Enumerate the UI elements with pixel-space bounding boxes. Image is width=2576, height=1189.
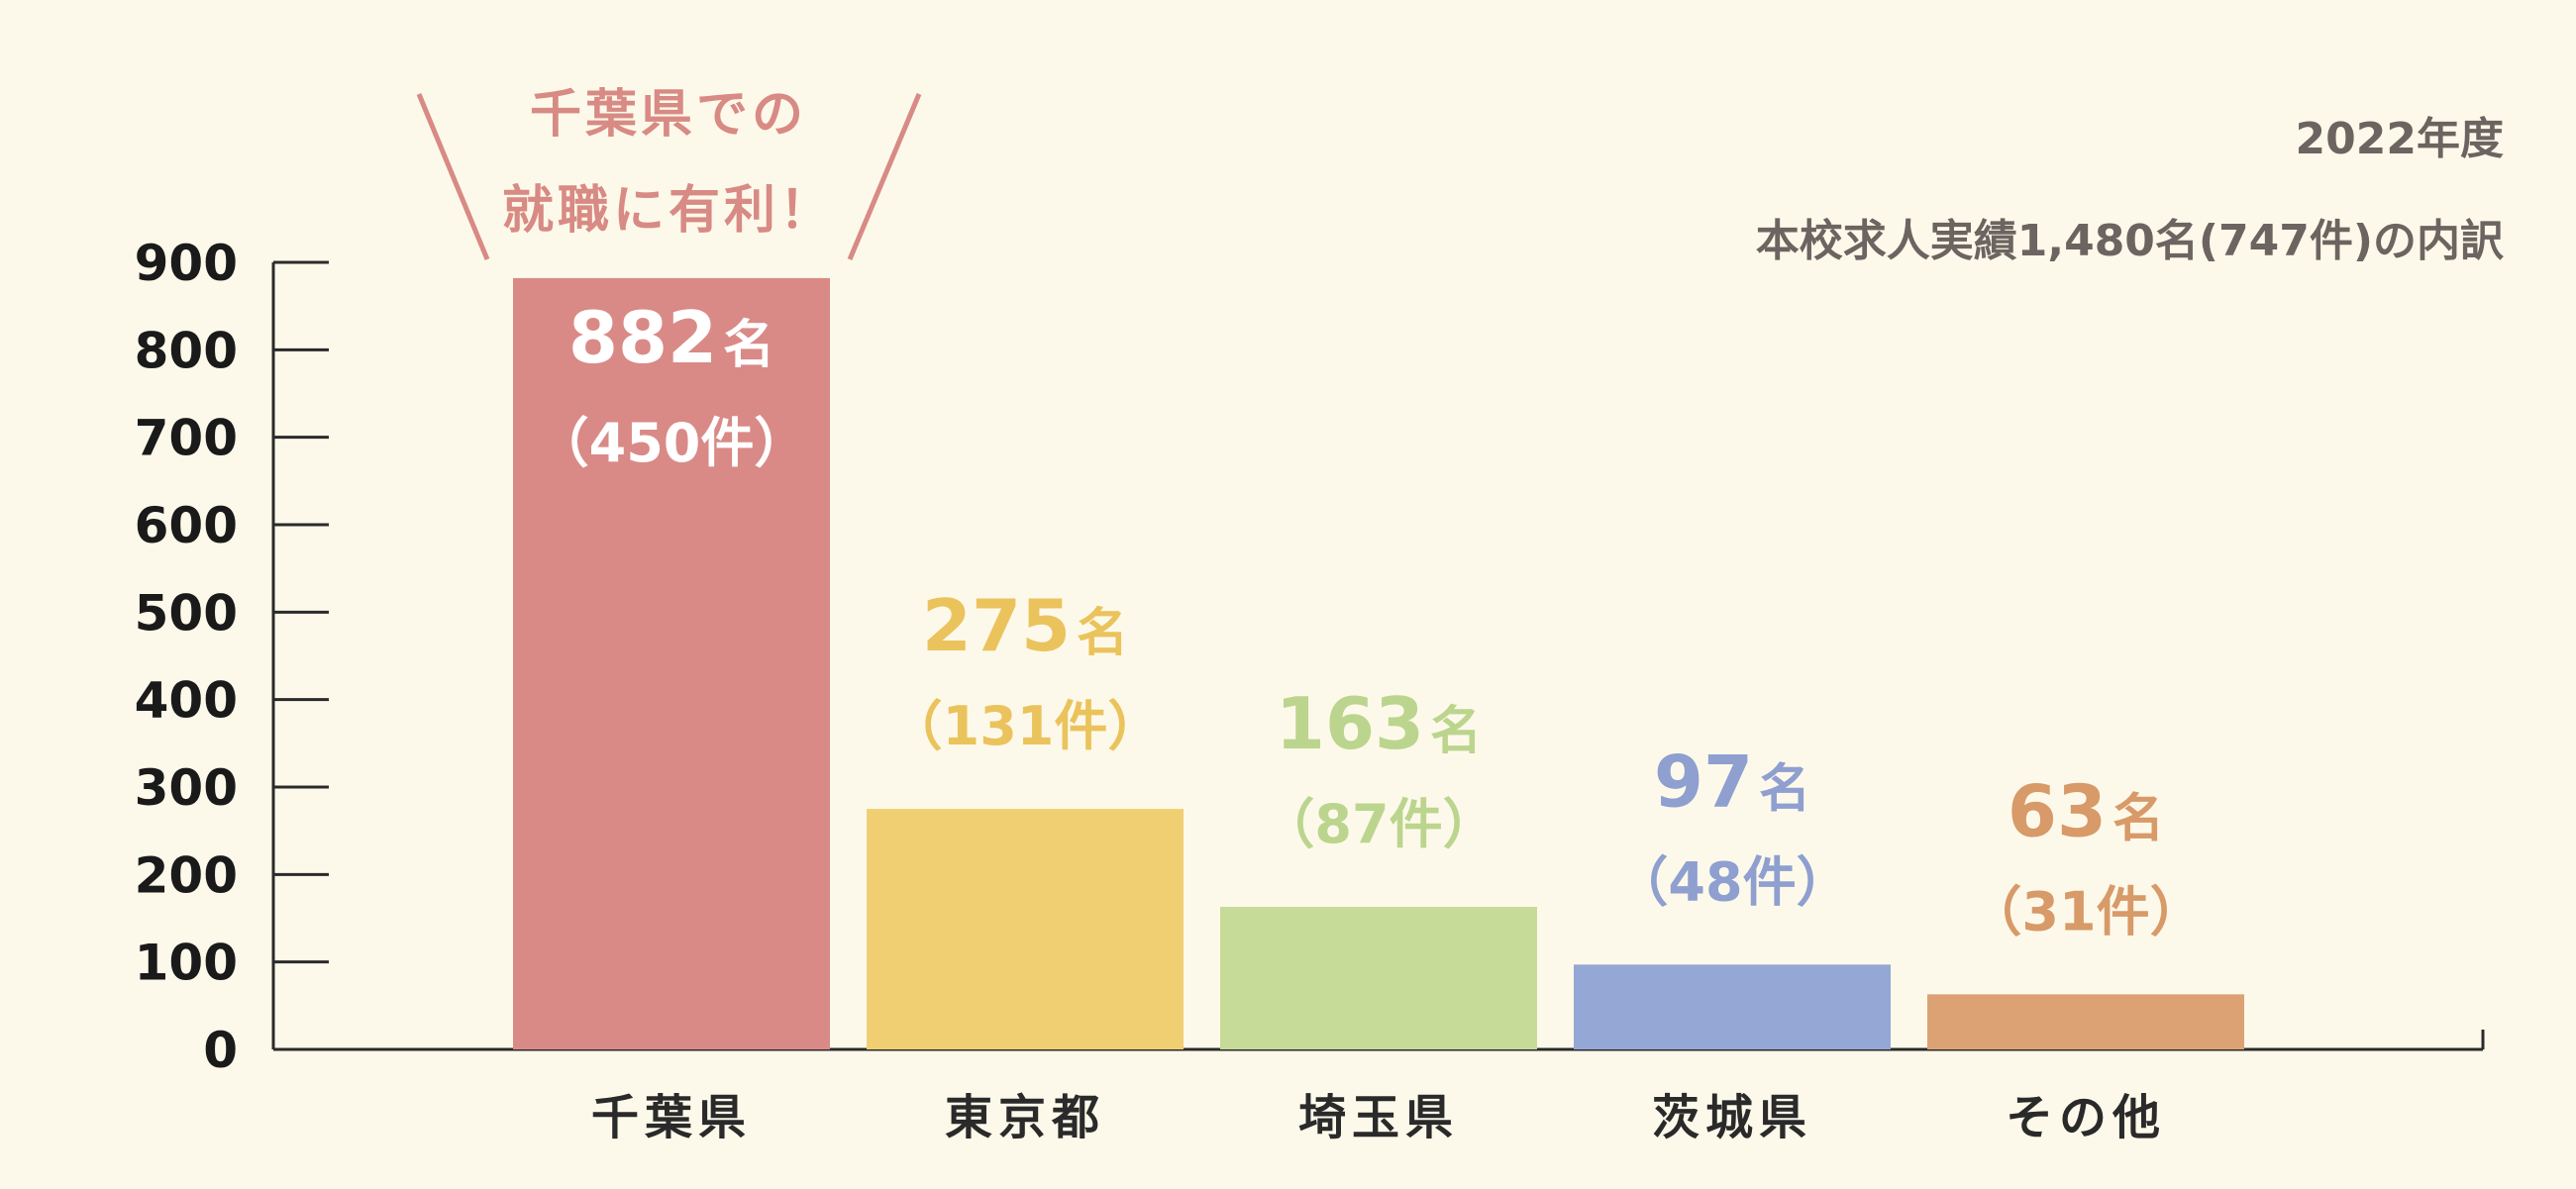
callout-line-2: 就職に有利！ — [502, 181, 835, 241]
y-tick-label: 600 — [135, 497, 238, 554]
y-tick-label: 200 — [135, 846, 238, 904]
bar-value-label: 63 名 — [2008, 769, 2164, 852]
bar-sub-label: （450件） — [536, 412, 808, 474]
callout-left-line — [416, 93, 490, 260]
y-tick-label: 500 — [135, 584, 238, 642]
bar-sub-label: （31件） — [1968, 880, 2203, 942]
bar-sub-label: （87件） — [1261, 793, 1495, 855]
category-label: 東京都 — [945, 1090, 1105, 1145]
callout: 千葉県での 就職に有利！ — [416, 85, 922, 260]
bar-value-label: 97 名 — [1654, 740, 1810, 823]
bar — [513, 277, 830, 1049]
y-tick-label: 300 — [135, 759, 238, 817]
axes: 0 100 200 300 400 500 600 700 800 900 — [135, 235, 2485, 1079]
year-note: 2022年度 — [2296, 114, 2504, 164]
data-labels: 882 名 （450件） 275 名 （131件） 163 名 （87件） 97 名 （48件） 63 名… — [536, 296, 2204, 942]
y-tick-label: 0 — [203, 1022, 238, 1079]
bar-value-label: 882 名 — [568, 296, 774, 379]
y-tick-label: 800 — [135, 322, 238, 379]
bar — [1927, 994, 2244, 1049]
bar — [867, 809, 1184, 1049]
category-label: 埼玉県 — [1298, 1090, 1459, 1145]
category-labels: 千葉県 東京都 埼玉県 茨城県 その他 — [591, 1090, 2166, 1145]
bar-sub-label: （48件） — [1614, 850, 1849, 913]
category-label: その他 — [2006, 1090, 2166, 1145]
subtitle-note: 本校求人実績1,480名(747件)の内訳 — [1756, 216, 2505, 266]
callout-right-line — [847, 93, 922, 260]
bar-value-label: 275 名 — [922, 584, 1128, 667]
bar-value-label: 163 名 — [1276, 682, 1482, 765]
bar — [1574, 964, 1891, 1049]
y-tick-label: 100 — [135, 935, 238, 992]
bars — [513, 277, 2244, 1049]
y-tick-label: 400 — [135, 672, 238, 730]
y-tick-label: 900 — [135, 235, 238, 292]
callout-line-1: 千葉県での — [530, 85, 807, 145]
category-label: 茨城県 — [1652, 1090, 1812, 1145]
category-label: 千葉県 — [591, 1090, 752, 1145]
bar — [1220, 907, 1537, 1049]
bar-sub-label: （131件） — [889, 695, 1162, 757]
y-tick-label: 700 — [135, 410, 238, 467]
